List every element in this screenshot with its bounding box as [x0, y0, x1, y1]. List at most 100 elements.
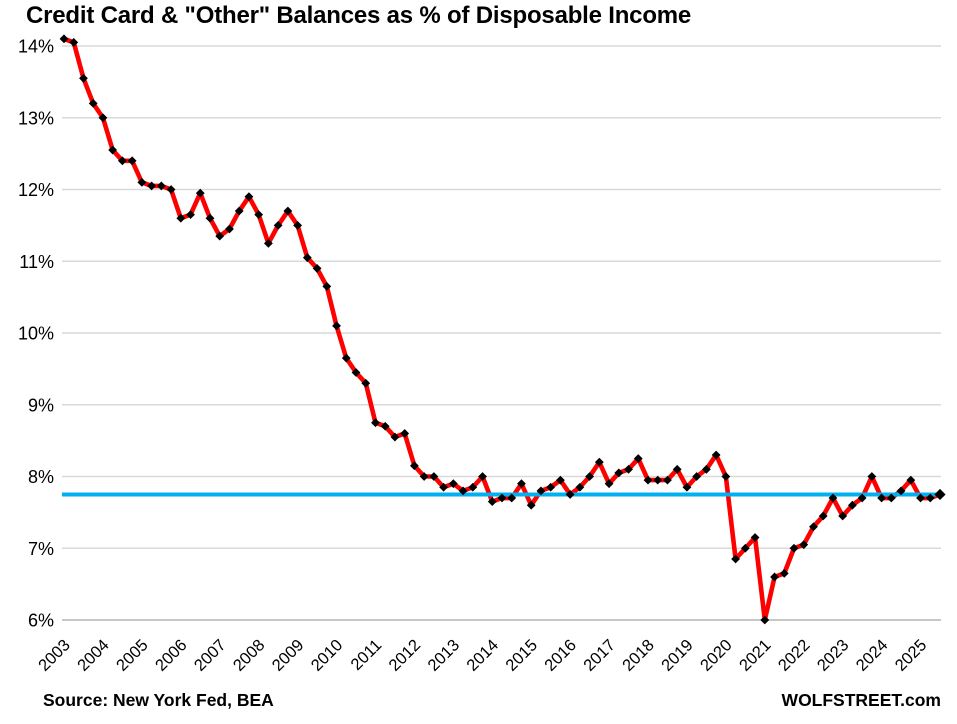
data-point-marker — [156, 181, 166, 191]
data-point-marker — [507, 493, 517, 503]
data-point-marker — [740, 543, 750, 553]
data-point-marker — [59, 34, 69, 44]
data-point-marker — [439, 482, 448, 492]
x-axis-label: 2015 — [502, 636, 541, 675]
y-axis-label: 14% — [18, 37, 54, 57]
data-point-marker — [925, 493, 935, 503]
data-point-marker — [663, 475, 672, 485]
data-line — [61, 36, 943, 623]
data-point-marker — [478, 472, 487, 481]
x-axis-label: 2010 — [308, 636, 347, 675]
y-axis-label: 9% — [28, 395, 54, 415]
data-point-marker — [916, 493, 925, 503]
x-axis-label: 2013 — [424, 636, 463, 675]
data-point-marker — [857, 493, 867, 503]
data-point-marker — [322, 281, 332, 291]
data-point-marker — [770, 572, 779, 582]
data-point-marker — [906, 475, 916, 485]
x-axis-label: 2022 — [775, 636, 814, 675]
data-point-marker — [302, 253, 312, 263]
data-point-marker — [371, 418, 380, 428]
x-axis-label: 2003 — [35, 636, 74, 675]
data-point-marker — [721, 472, 731, 481]
data-point-marker — [497, 493, 507, 503]
x-axis-label: 2006 — [152, 636, 191, 675]
x-axis-label: 2011 — [347, 636, 385, 674]
x-axis-label: 2020 — [697, 636, 736, 675]
data-point-marker — [118, 156, 127, 166]
data-point-marker — [799, 540, 809, 550]
data-point-marker — [108, 145, 118, 155]
data-point-marker — [731, 554, 740, 564]
x-axis-label: 2018 — [619, 636, 658, 675]
x-axis-label: 2007 — [191, 636, 230, 675]
x-axis-label: 2004 — [74, 636, 113, 675]
data-point-marker — [127, 156, 137, 166]
data-point-marker — [556, 475, 565, 485]
brand-watermark: WOLFSTREET.com — [781, 690, 941, 710]
data-point-marker — [575, 482, 585, 492]
data-point-marker — [410, 461, 419, 471]
data-point-marker — [643, 475, 653, 485]
data-point-marker — [848, 500, 857, 510]
x-axis-label: 2025 — [892, 636, 931, 675]
x-axis-label: 2024 — [853, 636, 892, 675]
data-point-marker — [789, 543, 799, 553]
chart-title: Credit Card & "Other" Balances as % of D… — [26, 2, 692, 29]
data-point-marker — [886, 493, 896, 503]
x-axis-label: 2008 — [230, 636, 269, 675]
data-point-marker — [828, 493, 838, 503]
x-axis-label: 2014 — [463, 636, 502, 675]
data-point-marker — [526, 500, 536, 510]
data-point-marker — [88, 99, 98, 108]
latest-data-point-marker — [934, 488, 946, 501]
data-point-marker — [633, 454, 643, 463]
x-axis-label: 2021 — [736, 636, 775, 675]
data-point-marker — [137, 177, 147, 187]
data-point-marker — [487, 497, 497, 507]
data-point-marker — [702, 464, 711, 474]
data-point-marker — [215, 231, 225, 241]
data-point-marker — [594, 457, 604, 467]
data-point-marker — [565, 490, 575, 499]
data-point-marker — [760, 615, 770, 625]
data-point-marker — [225, 224, 234, 234]
data-point-marker — [614, 468, 624, 478]
y-axis-label: 13% — [18, 108, 54, 128]
data-point-marker — [273, 220, 283, 230]
data-point-marker — [536, 486, 546, 496]
data-point-marker — [585, 472, 594, 481]
y-axis-label: 8% — [28, 467, 54, 487]
data-point-marker — [244, 192, 254, 202]
x-axis-label: 2012 — [386, 636, 425, 675]
data-point-marker — [653, 475, 663, 485]
data-point-marker — [380, 421, 390, 431]
data-point-marker — [877, 493, 886, 503]
data-point-marker — [896, 486, 906, 496]
x-axis-label: 2009 — [269, 636, 308, 675]
data-point-marker — [750, 533, 760, 542]
data-point-marker — [517, 479, 526, 489]
data-point-marker — [186, 210, 195, 220]
data-point-marker — [341, 353, 351, 363]
y-axis-label: 6% — [28, 611, 54, 631]
data-point-marker — [838, 511, 848, 521]
data-point-marker — [419, 472, 429, 481]
data-point-marker — [283, 206, 293, 216]
data-point-marker — [79, 73, 88, 83]
data-point-marker — [205, 213, 215, 223]
data-point-marker — [779, 568, 789, 578]
x-axis-label: 2019 — [658, 636, 697, 675]
data-point-marker — [234, 206, 244, 216]
data-point-marker — [546, 482, 556, 492]
x-axis-label: 2005 — [113, 636, 152, 675]
data-point-marker — [682, 482, 692, 492]
data-point-marker — [448, 479, 458, 489]
data-point-marker — [672, 464, 682, 474]
data-point-marker — [176, 213, 186, 223]
data-point-marker — [400, 429, 410, 438]
data-point-marker — [69, 38, 79, 47]
data-point-marker — [351, 368, 361, 377]
data-point-marker — [147, 181, 156, 191]
